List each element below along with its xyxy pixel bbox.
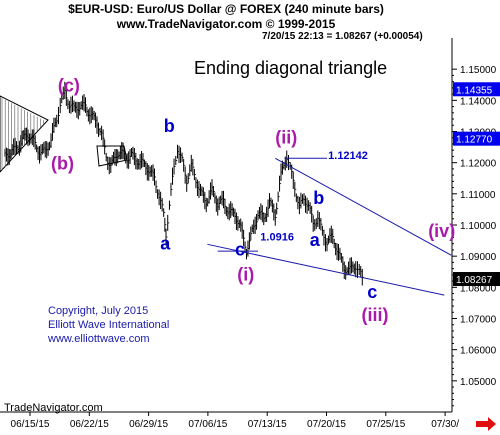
upper-wedge-line <box>275 157 452 256</box>
y-tick-label: 1.15000 <box>460 65 497 76</box>
wave-label: c <box>235 240 245 260</box>
y-tick-label: 1.11000 <box>460 190 496 201</box>
wave-label: a <box>160 233 171 253</box>
y-tick-label: 1.09000 <box>460 252 497 263</box>
scroll-right-arrow-icon <box>476 417 496 431</box>
price-tag-box <box>453 82 500 97</box>
chart-header-source: www.TradeNavigator.com © 1999-2015 <box>116 17 336 31</box>
x-tick-label: 06/15/15 <box>11 419 50 430</box>
y-tick-label: 1.10000 <box>460 221 497 232</box>
chart-header-title: $EUR-USD: Euro/US Dollar @ FOREX (240 mi… <box>68 2 384 16</box>
price-tag-box <box>453 272 500 287</box>
wave-label: b <box>313 188 324 208</box>
wave-label: (iv) <box>428 221 455 241</box>
x-tick-label: 07/20/15 <box>307 419 346 430</box>
x-tick-label: 07/30/ <box>431 419 459 430</box>
y-tick-label: 1.05000 <box>460 377 497 388</box>
copyright-notes: Copyright, July 2015 Elliott Wave Interna… <box>47 305 169 345</box>
axes: 1.150001.140001.130001.120001.110001.100… <box>0 38 497 430</box>
x-tick-label: 06/29/15 <box>129 419 168 430</box>
price-tag-label: 1.14355 <box>456 85 493 96</box>
copyright-line: www.elliottwave.com <box>47 333 149 345</box>
wave-labels: (c) (b) b a (ii) 1.12142 b a 1.0916 c (i) (iv) c (iii… <box>51 76 455 325</box>
y-tick-label: 1.07000 <box>460 315 497 326</box>
chart-title-group: Ending diagonal triangle <box>194 58 387 78</box>
y-tick-label: 1.08000 <box>460 283 497 294</box>
wave-label: 1.12142 <box>328 150 368 162</box>
y-tick-label: 1.06000 <box>460 346 497 357</box>
price-tags: 1.14355 1.12770 1.08267 <box>453 82 500 287</box>
wave-label: (c) <box>58 76 80 96</box>
footer: TradeNavigator.com <box>4 402 496 431</box>
wave-label: b <box>164 116 175 136</box>
lower-wedge-line <box>207 243 445 296</box>
y-tick-label: 1.14000 <box>460 96 497 107</box>
footer-brand: TradeNavigator.com <box>4 402 103 414</box>
trendlines <box>207 157 452 296</box>
x-tick-label: 07/06/15 <box>188 419 227 430</box>
wave-label: (ii) <box>275 127 297 147</box>
y-tick-label: 1.12000 <box>460 159 497 170</box>
wave-label: 1.0916 <box>260 231 294 243</box>
x-tick-label: 07/25/15 <box>366 419 405 430</box>
price-tag-label: 1.12770 <box>456 135 493 146</box>
wave-label: a <box>310 230 321 250</box>
price-tag-box <box>453 131 500 146</box>
copyright-line: Copyright, July 2015 <box>48 305 148 317</box>
price-series <box>4 81 364 286</box>
chart-header-last-price: 7/20/15 22:13 = 1.08267 (+0.00054) <box>262 31 423 42</box>
wave-label: (b) <box>51 154 74 174</box>
x-tick-label: 07/13/15 <box>248 419 287 430</box>
x-tick-label: 06/22/15 <box>70 419 109 430</box>
triangle-pattern <box>0 95 49 173</box>
wave-label: (i) <box>237 264 254 284</box>
wave-label: c <box>367 282 377 302</box>
price-tag-label: 1.08267 <box>456 275 493 286</box>
chart-title: Ending diagonal triangle <box>194 58 387 78</box>
wave-label: (iii) <box>362 305 389 325</box>
copyright-line: Elliott Wave International <box>48 319 169 331</box>
